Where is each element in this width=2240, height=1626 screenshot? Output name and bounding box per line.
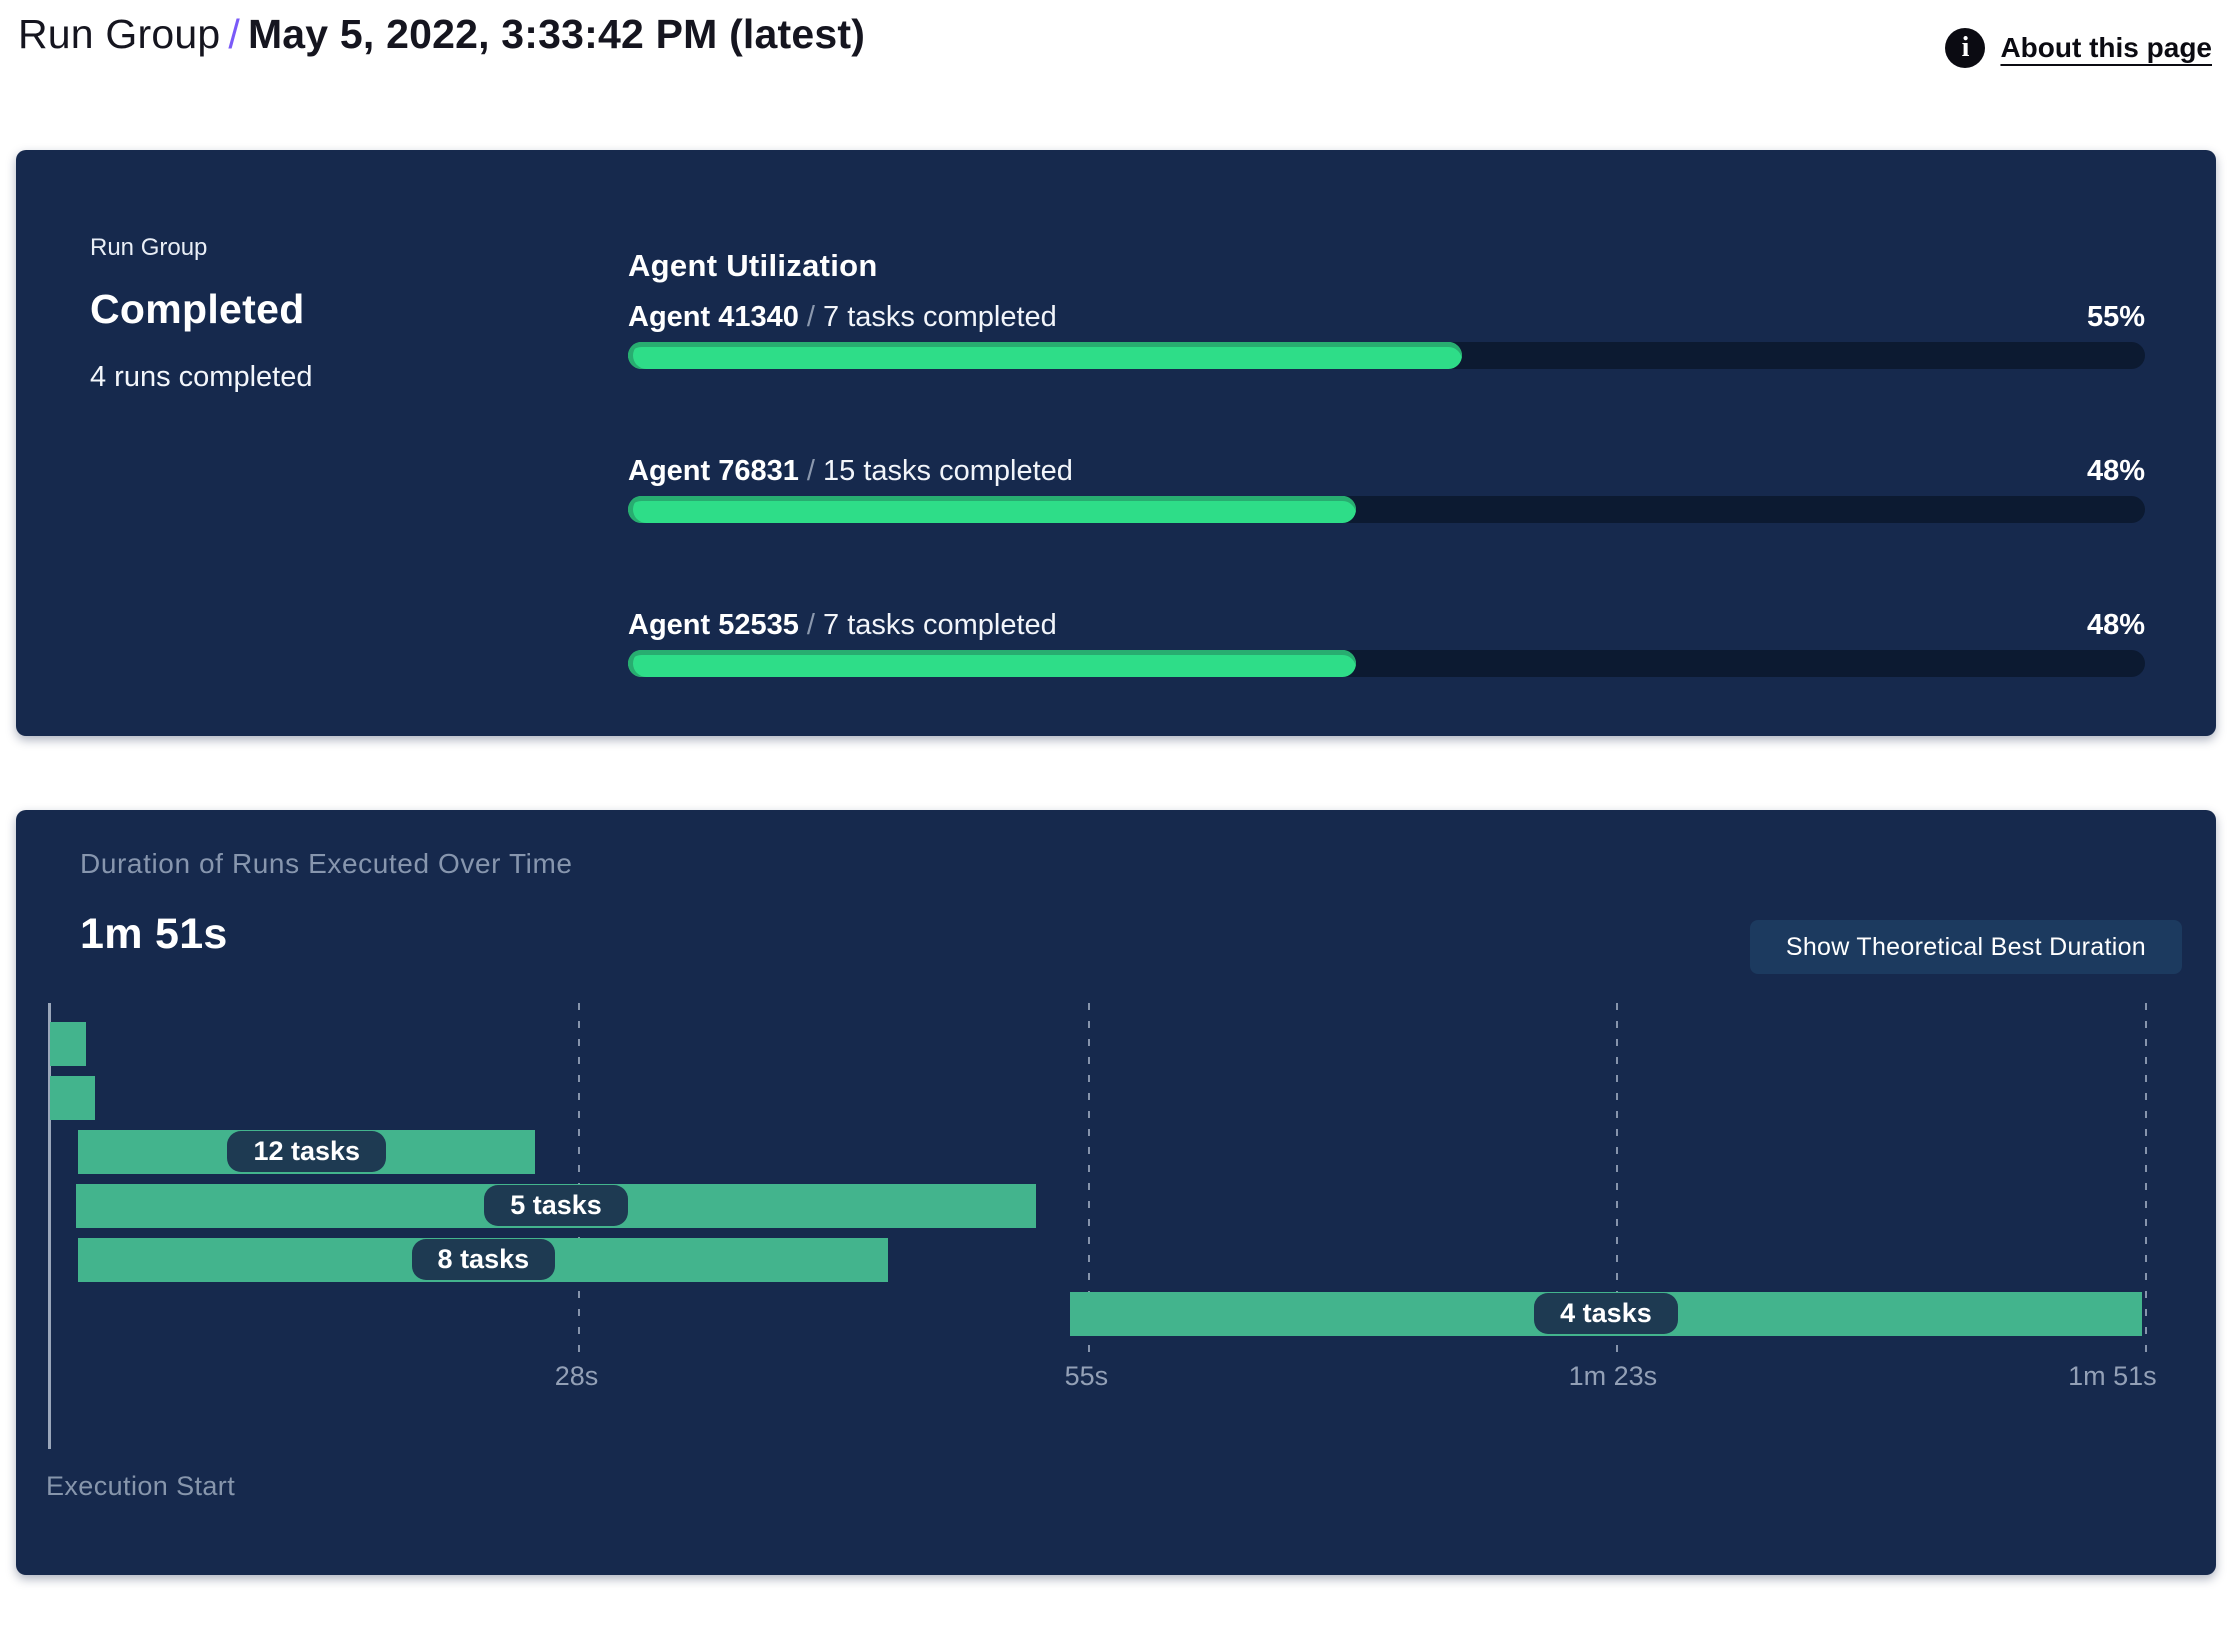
agent-name-label: Agent 76831 bbox=[628, 455, 799, 487]
gantt-run-bar[interactable] bbox=[50, 1022, 86, 1066]
time-gridline bbox=[577, 1003, 580, 1355]
agent-line: Agent 41340 / 7 tasks completed 55% bbox=[628, 300, 2145, 335]
page-title: Run Group / May 5, 2022, 3:33:42 PM (lates… bbox=[18, 10, 865, 59]
duration-chart-title: Duration of Runs Executed Over Time bbox=[80, 848, 573, 879]
page-header: Run Group / May 5, 2022, 3:33:42 PM (lates… bbox=[18, 10, 865, 59]
time-tick-label: 1m 51s bbox=[2068, 1361, 2157, 1391]
show-theoretical-best-duration-button[interactable]: Show Theoretical Best Duration bbox=[1749, 920, 2182, 974]
agent-row: Agent 41340 / 7 tasks completed 55% bbox=[628, 300, 2145, 390]
time-tick-label: 55s bbox=[1064, 1361, 1109, 1391]
gantt-run-bar[interactable]: 4 tasks bbox=[1069, 1291, 2143, 1336]
agent-separator: / bbox=[798, 609, 824, 641]
runs-completed-summary: 4 runs completed bbox=[90, 361, 313, 393]
agent-utilization-percent: 48% bbox=[2086, 455, 2145, 487]
time-gridline bbox=[1616, 1003, 1619, 1355]
time-gridline bbox=[1087, 1003, 1090, 1355]
utilization-bar-fill bbox=[628, 342, 1463, 369]
agent-separator: / bbox=[798, 455, 824, 487]
agent-utilization-percent: 48% bbox=[2086, 609, 2145, 641]
time-tick-label: 1m 23s bbox=[1568, 1361, 1658, 1391]
agent-line: Agent 52535 / 7 tasks completed 48% bbox=[628, 608, 2145, 643]
about-this-page-link[interactable]: About this page bbox=[2000, 32, 2212, 63]
agent-separator: / bbox=[798, 301, 824, 333]
execution-start-axis-line bbox=[48, 1003, 51, 1449]
gantt-run-bar[interactable] bbox=[50, 1075, 96, 1120]
status-column: Run Group Completed 4 runs completed bbox=[90, 234, 312, 394]
status-value: Completed bbox=[90, 286, 305, 332]
agent-utilization-heading: Agent Utilization bbox=[628, 247, 878, 283]
agent-name-label: Agent 52535 bbox=[628, 609, 799, 641]
status-label: Run Group bbox=[90, 234, 208, 261]
agent-tasks-label: 7 tasks completed bbox=[823, 609, 1057, 641]
task-count-pill: 8 tasks bbox=[411, 1239, 556, 1281]
duration-panel: Duration of Runs Executed Over Time 1m 5… bbox=[16, 810, 2216, 1575]
run-timestamp-title: May 5, 2022, 3:33:42 PM (latest) bbox=[247, 11, 866, 57]
time-tick-label: 28s bbox=[554, 1361, 599, 1391]
execution-start-label: Execution Start bbox=[46, 1471, 236, 1501]
utilization-bar-fill bbox=[628, 650, 1357, 677]
utilization-bar-track bbox=[628, 342, 2145, 369]
gantt-run-bar[interactable]: 12 tasks bbox=[78, 1129, 536, 1174]
run-group-status-panel: Run Group Completed 4 runs completed Age… bbox=[16, 150, 2216, 736]
agent-name-label: Agent 41340 bbox=[628, 301, 799, 333]
total-duration-value: 1m 51s bbox=[80, 910, 228, 958]
agent-tasks-label: 15 tasks completed bbox=[823, 455, 1073, 487]
breadcrumb-separator: / bbox=[228, 11, 240, 57]
agent-tasks-label: 7 tasks completed bbox=[823, 301, 1057, 333]
task-count-pill: 12 tasks bbox=[227, 1131, 387, 1173]
agent-utilization-percent: 55% bbox=[2086, 301, 2145, 333]
utilization-bar-fill bbox=[628, 496, 1357, 523]
info-icon[interactable]: i bbox=[1945, 28, 1986, 68]
task-count-pill: 5 tasks bbox=[484, 1185, 628, 1227]
agent-row: Agent 76831 / 15 tasks completed 48% bbox=[628, 454, 2145, 544]
utilization-bar-track bbox=[628, 496, 2145, 523]
about-this-page: i About this page bbox=[1945, 28, 2212, 68]
utilization-bar-track bbox=[628, 650, 2145, 677]
time-gridline bbox=[2145, 1003, 2147, 1355]
breadcrumb: Run Group bbox=[18, 11, 221, 57]
task-count-pill: 4 tasks bbox=[1534, 1293, 1678, 1334]
agent-row: Agent 52535 / 7 tasks completed 48% bbox=[628, 608, 2145, 698]
agent-line: Agent 76831 / 15 tasks completed 48% bbox=[628, 454, 2145, 489]
gantt-run-bar[interactable]: 8 tasks bbox=[78, 1237, 889, 1282]
gantt-chart: Execution Start 28s 55s 1m 23s 1m 51s 12 tas… bbox=[46, 1003, 2157, 1513]
gantt-run-bar[interactable]: 5 tasks bbox=[76, 1183, 1036, 1228]
